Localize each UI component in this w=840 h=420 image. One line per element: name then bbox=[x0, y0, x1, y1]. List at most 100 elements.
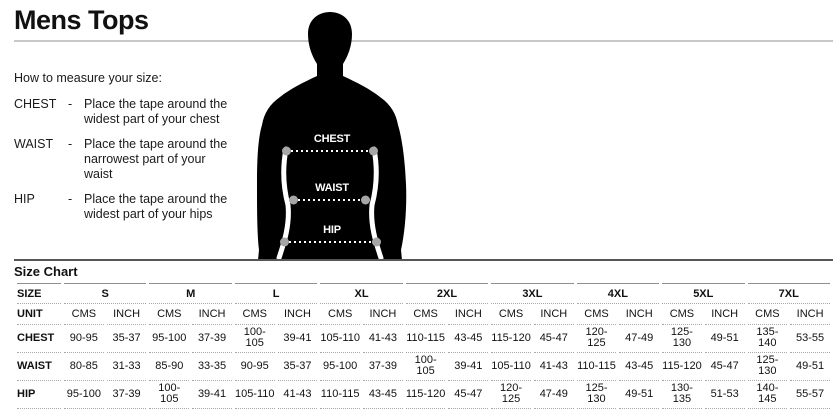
size-value-cell: 95-​100 bbox=[64, 381, 104, 409]
unit-header-row: UNIT CMS INCH CMS INCH CMS INCH CMS INCH CMS INCH C… bbox=[17, 304, 830, 325]
size-value-cell: 110-​115 bbox=[576, 353, 617, 381]
size-chart: SIZE S M L XL 2XL 3XL 4XL 5XL 7XL UNIT CMS INCH CMS IN… bbox=[14, 283, 833, 409]
size-value-cell: 125-​130 bbox=[576, 381, 617, 409]
instructions-heading: How to measure your size: bbox=[14, 71, 162, 85]
instruction-description: Place the tape around the widest part of… bbox=[84, 97, 228, 126]
size-column-header: SIZE bbox=[17, 283, 61, 304]
measure-dot-icon bbox=[289, 195, 298, 205]
instruction-separator: - bbox=[68, 137, 73, 151]
size-value-cell: 115-​120 bbox=[491, 325, 531, 353]
unit-cell: INCH bbox=[533, 304, 574, 325]
size-group-header: 5XL bbox=[662, 283, 745, 304]
unit-cell: CMS bbox=[234, 304, 275, 325]
size-value-cell: 43-​45 bbox=[363, 381, 403, 409]
size-value-cell: 41-​43 bbox=[277, 381, 318, 409]
size-value-cell: 39-​41 bbox=[192, 381, 232, 409]
measurement-row: CHEST 90-​95 35-​37 95-​100 37-​39 100-​105 39… bbox=[17, 325, 830, 353]
size-value-cell: 105-​110 bbox=[491, 353, 531, 381]
size-value-cell: 90-​95 bbox=[234, 353, 275, 381]
size-value-cell: 33-​35 bbox=[192, 353, 232, 381]
size-value-cell: 53-​55 bbox=[790, 325, 830, 353]
size-value-cell: 105-​110 bbox=[234, 381, 275, 409]
instruction-separator: - bbox=[68, 192, 73, 206]
measurement-row-label: CHEST bbox=[17, 325, 61, 353]
size-value-cell: 49-​51 bbox=[790, 353, 830, 381]
body-silhouette-icon bbox=[257, 12, 407, 260]
instructions-list: CHEST - Place the tape around the widest p… bbox=[14, 97, 264, 222]
size-group-header: XL bbox=[320, 283, 403, 304]
waist-measure-line bbox=[289, 195, 370, 205]
instruction-term: WAIST bbox=[14, 137, 54, 151]
unit-cell: CMS bbox=[491, 304, 531, 325]
size-value-cell: 47-​49 bbox=[533, 381, 574, 409]
size-value-cell: 115-​120 bbox=[405, 381, 446, 409]
size-group-header: 7XL bbox=[747, 283, 830, 304]
size-value-cell: 37-​39 bbox=[192, 325, 232, 353]
size-value-cell: 115-​120 bbox=[662, 353, 702, 381]
instruction-item: CHEST - Place the tape around the widest p… bbox=[14, 97, 264, 127]
unit-cell: INCH bbox=[448, 304, 489, 325]
unit-cell: CMS bbox=[576, 304, 617, 325]
size-value-cell: 135-​140 bbox=[747, 325, 788, 353]
size-value-cell: 49-​51 bbox=[619, 381, 660, 409]
unit-cell: CMS bbox=[662, 304, 702, 325]
unit-cell: CMS bbox=[747, 304, 788, 325]
chest-measure-line bbox=[282, 146, 378, 156]
size-value-cell: 110-​115 bbox=[405, 325, 446, 353]
size-value-cell: 140-​145 bbox=[747, 381, 788, 409]
size-chart-table: SIZE S M L XL 2XL 3XL 4XL 5XL 7XL UNIT CMS INCH CMS IN… bbox=[14, 283, 833, 409]
instruction-item: HIP - Place the tape around the widest par… bbox=[14, 192, 264, 222]
size-value-cell: 90-​95 bbox=[64, 325, 104, 353]
instruction-description: Place the tape around the narrowest part… bbox=[84, 137, 228, 181]
size-value-cell: 55-​57 bbox=[790, 381, 830, 409]
size-group-header: L bbox=[234, 283, 318, 304]
size-value-cell: 125-​130 bbox=[662, 325, 702, 353]
body-silhouette-figure: CHEST WAIST HIP bbox=[257, 0, 407, 260]
unit-cell: INCH bbox=[106, 304, 147, 325]
size-value-cell: 37-​39 bbox=[106, 381, 147, 409]
size-value-cell: 100-​105 bbox=[234, 325, 275, 353]
measurement-row: HIP 95-​100 37-​39 100-​105 39-​41 105-​110 41… bbox=[17, 381, 830, 409]
size-value-cell: 85-​90 bbox=[149, 353, 190, 381]
hip-measure-line bbox=[280, 237, 381, 247]
size-group-header: 4XL bbox=[576, 283, 660, 304]
size-value-cell: 51-​53 bbox=[704, 381, 745, 409]
instruction-term: HIP bbox=[14, 192, 35, 206]
measure-dot-icon bbox=[361, 195, 370, 205]
unit-cell: CMS bbox=[405, 304, 446, 325]
size-value-cell: 45-​47 bbox=[448, 381, 489, 409]
size-value-cell: 100-​105 bbox=[405, 353, 446, 381]
size-group-header: 2XL bbox=[405, 283, 489, 304]
measure-dot-icon bbox=[372, 237, 381, 247]
chest-marker-label: CHEST bbox=[313, 133, 351, 145]
size-value-cell: 95-​100 bbox=[320, 353, 361, 381]
size-header-row: SIZE S M L XL 2XL 3XL 4XL 5XL 7XL bbox=[17, 283, 830, 304]
size-group-header: 3XL bbox=[491, 283, 574, 304]
unit-cell: INCH bbox=[704, 304, 745, 325]
size-value-cell: 47-​49 bbox=[619, 325, 660, 353]
size-value-cell: 41-​43 bbox=[363, 325, 403, 353]
unit-cell: INCH bbox=[363, 304, 403, 325]
measure-instructions: How to measure your size: CHEST - Place th… bbox=[14, 71, 264, 232]
size-value-cell: 43-​45 bbox=[448, 325, 489, 353]
unit-row-header: UNIT bbox=[17, 304, 61, 325]
size-value-cell: 125-​130 bbox=[747, 353, 788, 381]
instruction-term: CHEST bbox=[14, 97, 57, 111]
size-value-cell: 35-​37 bbox=[277, 353, 318, 381]
size-value-cell: 80-​85 bbox=[64, 353, 104, 381]
instruction-description: Place the tape around the widest part of… bbox=[84, 192, 228, 221]
unit-cell: INCH bbox=[277, 304, 318, 325]
unit-cell: CMS bbox=[64, 304, 104, 325]
size-value-cell: 105-​110 bbox=[320, 325, 361, 353]
size-value-cell: 35-​37 bbox=[106, 325, 147, 353]
waist-marker-label: WAIST bbox=[315, 182, 349, 194]
size-value-cell: 95-​100 bbox=[149, 325, 190, 353]
page-title: Mens Tops bbox=[14, 5, 149, 35]
size-value-cell: 37-​39 bbox=[363, 353, 403, 381]
hip-marker-label: HIP bbox=[323, 224, 341, 236]
measure-dot-icon bbox=[280, 237, 289, 247]
size-group-header: M bbox=[149, 283, 232, 304]
unit-cell: CMS bbox=[149, 304, 190, 325]
measurement-row-label: WAIST bbox=[17, 353, 61, 381]
size-value-cell: 100-​105 bbox=[149, 381, 190, 409]
